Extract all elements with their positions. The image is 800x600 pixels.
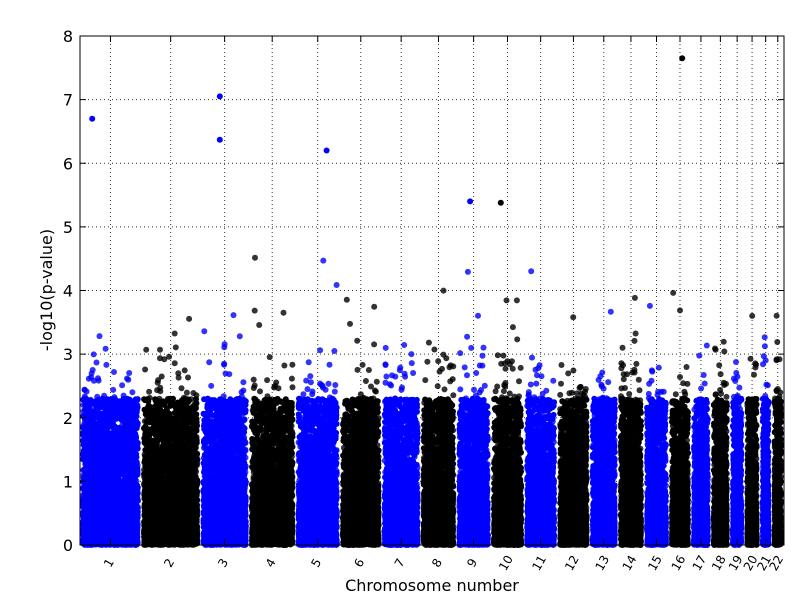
data-point xyxy=(90,367,96,373)
data-point xyxy=(94,360,100,366)
data-point xyxy=(129,389,135,395)
data-point xyxy=(111,369,117,375)
data-point xyxy=(110,387,116,393)
data-point xyxy=(119,382,125,388)
data-point xyxy=(125,377,131,383)
data-point xyxy=(126,370,132,376)
data-point xyxy=(91,351,97,357)
data-point xyxy=(82,387,88,393)
data-point xyxy=(97,333,103,339)
data-point xyxy=(103,362,109,368)
data-point xyxy=(103,346,109,352)
data-point xyxy=(91,378,97,384)
